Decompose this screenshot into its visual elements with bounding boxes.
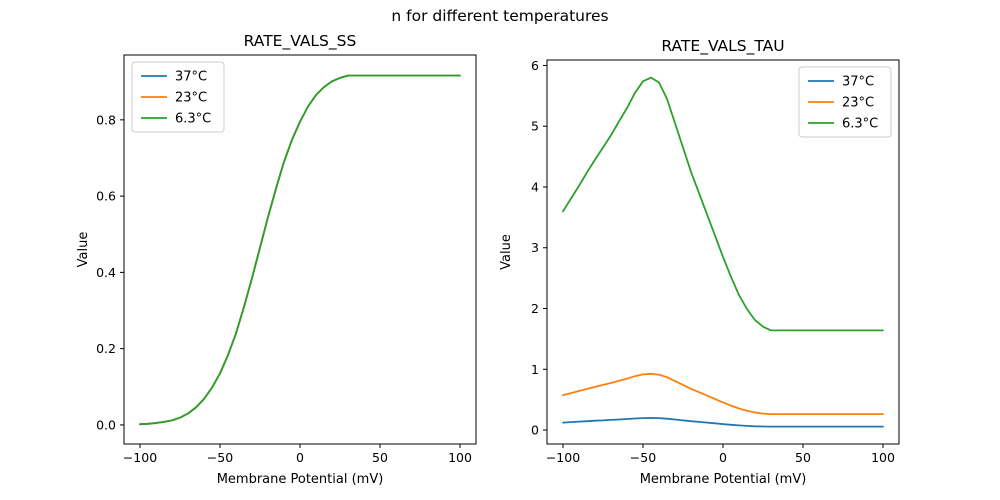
x-axis-label: Membrane Potential (mV) (217, 472, 384, 487)
legend-frame (131, 61, 225, 133)
subplot-rate-vals-tau: −100 −50 0 50 100 0 1 2 3 4 5 6 RATE_VALS_TAU Membran… (499, 37, 900, 487)
subplot-title: RATE_VALS_TAU (661, 37, 784, 56)
legend-entry-label: 23°C (842, 96, 874, 111)
legend: 37°C 23°C 6.3°C (131, 61, 225, 133)
x-axis-label: Membrane Potential (mV) (640, 472, 807, 487)
x-tick-label: −100 (546, 450, 580, 465)
legend-entry-label: 6.3°C (175, 112, 211, 127)
y-tick-label: 0.8 (96, 112, 116, 127)
x-tick-label: −50 (207, 450, 233, 465)
legend-entry-label: 6.3°C (842, 117, 878, 132)
y-axis-label: Value (499, 234, 514, 270)
x-tick-label: −100 (123, 450, 157, 465)
legend-frame (798, 66, 892, 138)
x-tick-label: 100 (448, 450, 472, 465)
y-axis-label: Value (76, 232, 91, 268)
x-tick-label: 100 (871, 450, 895, 465)
series-line-37c (562, 416, 884, 428)
y-tick-label: 4 (531, 179, 539, 194)
x-tick-label: −50 (630, 450, 656, 465)
y-tick-label: 0.4 (96, 265, 116, 280)
y-tick-label: 3 (531, 240, 539, 255)
subplot-rate-vals-ss: −100 −50 0 50 100 0.0 0.2 0.4 0.6 0.8 RATE_VALS_SS… (76, 32, 477, 487)
y-tick-label: 1 (531, 362, 539, 377)
x-tick-label: 50 (372, 450, 388, 465)
y-tick-label: 0.0 (96, 417, 116, 432)
y-tick-label: 0 (531, 423, 539, 438)
legend-entry-label: 37°C (842, 75, 874, 90)
y-tick-label: 0.6 (96, 189, 116, 204)
subplot-title: RATE_VALS_SS (244, 32, 357, 51)
x-tick-label: 0 (719, 450, 727, 465)
x-tick-label: 0 (296, 450, 304, 465)
figure-suptitle: n for different temperatures (391, 7, 609, 25)
x-tick-label: 50 (795, 450, 811, 465)
legend-entry-label: 37°C (175, 70, 207, 85)
y-tick-label: 0.2 (96, 341, 116, 356)
series-line-6.3c (562, 76, 884, 332)
legend: 37°C 23°C 6.3°C (798, 66, 892, 138)
legend-entry-label: 23°C (175, 91, 207, 106)
series-line-6.3c (139, 74, 461, 426)
y-tick-label: 2 (531, 301, 539, 316)
y-tick-label: 6 (531, 58, 539, 73)
series-line-23c (562, 372, 884, 416)
y-tick-label: 5 (531, 119, 539, 134)
